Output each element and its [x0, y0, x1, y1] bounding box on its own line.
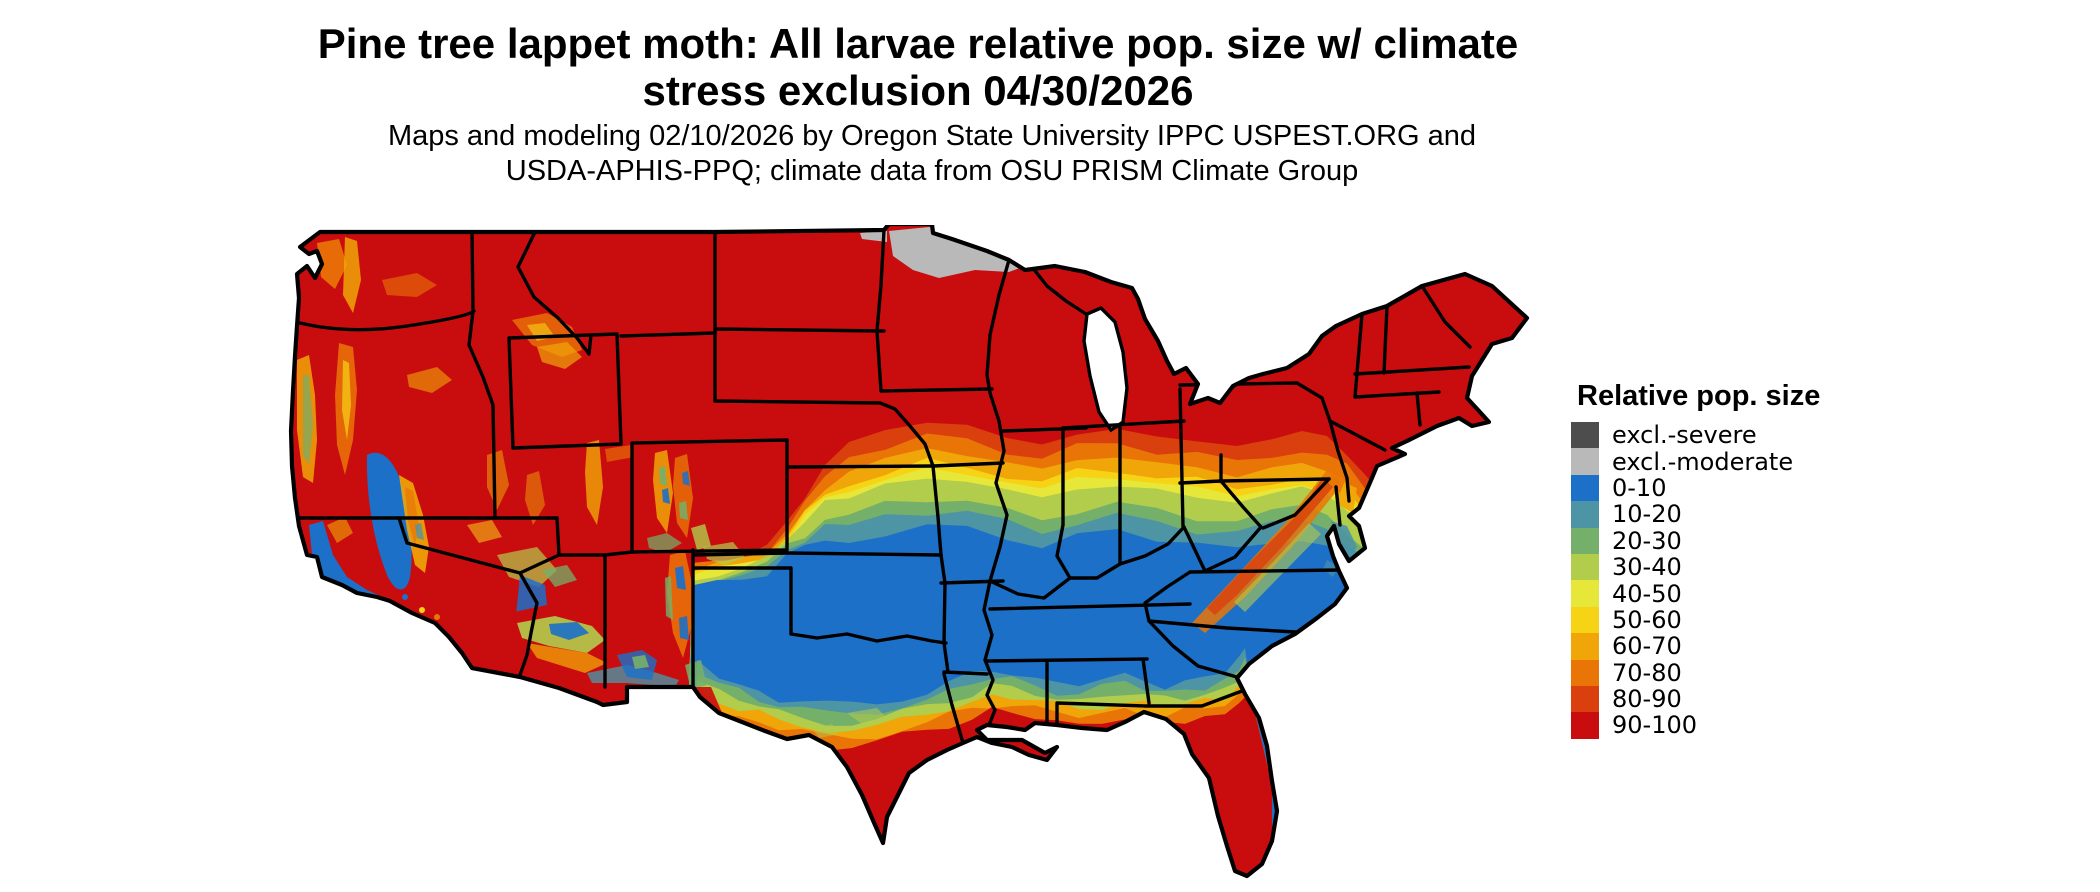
patch-nv-range2 — [525, 471, 545, 525]
patch-edwards-yg2 — [812, 724, 839, 738]
legend-swatch — [1571, 712, 1599, 739]
legend-item: 70-80 — [1571, 658, 1901, 687]
legend-item: 0-10 — [1571, 473, 1901, 502]
legend-swatch — [1571, 659, 1599, 686]
patch-puget-orange — [317, 239, 347, 289]
patch-or-cascades-yellow — [342, 360, 351, 440]
legend-swatch — [1571, 501, 1599, 528]
legend-label: 10-20 — [1612, 500, 1682, 529]
patch-nd-excl-moderate — [860, 231, 887, 242]
legend-item: excl.-moderate — [1571, 447, 1901, 476]
patch-sierra-teal — [415, 523, 424, 540]
map-legend: Relative pop. size excl.-severe excl.-mod… — [1571, 380, 1901, 739]
patch-or-coastrange-green — [303, 375, 313, 465]
legend-label: 80-90 — [1612, 685, 1682, 714]
title-line-2: stress exclusion 04/30/2026 — [642, 67, 1194, 114]
florida-keys-dot — [1212, 875, 1218, 876]
legend-label: 70-80 — [1612, 658, 1682, 687]
channel-island-dot — [402, 594, 408, 600]
patch-appalachian-red — [1207, 477, 1333, 615]
patch-co-green1 — [659, 466, 667, 486]
patch-blue-mountains — [407, 367, 452, 393]
patch-ne-wa-orange — [382, 273, 437, 297]
channel-island-dot — [419, 607, 425, 613]
legend-swatch — [1571, 422, 1599, 449]
lake-michigan — [1082, 305, 1129, 433]
legend-item: 20-30 — [1571, 526, 1901, 555]
patch-sierra-orange — [405, 487, 419, 545]
patch-co-blue2 — [682, 471, 690, 486]
patch-nm-spine-blue2 — [679, 616, 689, 640]
legend-item: 50-60 — [1571, 605, 1901, 634]
legend-label: 60-70 — [1612, 632, 1682, 661]
title-line-1: Pine tree lappet moth: All larvae relati… — [317, 20, 1519, 67]
subtitle-line-1: Maps and modeling 02/10/2026 by Oregon S… — [387, 120, 1477, 152]
patch-kaibab-green — [542, 565, 577, 587]
legend-title: Relative pop. size — [1577, 380, 1821, 412]
patch-mogollon-blue — [549, 622, 589, 640]
patch-san-juan-green — [647, 533, 682, 553]
patch-appalachian-yg — [1234, 523, 1321, 612]
legend-swatch — [1571, 685, 1599, 713]
patch-davis-mts-blue — [763, 741, 773, 750]
patch-wa-cascades-gold — [343, 237, 361, 313]
legend-item: 30-40 — [1571, 553, 1901, 582]
legend-item: excl.-severe — [1571, 421, 1901, 450]
patch-sacramento-mts — [685, 660, 707, 690]
patch-s-nevada-gold — [467, 520, 502, 543]
legend-label: 20-30 — [1612, 526, 1682, 555]
legend-swatch — [1571, 474, 1599, 502]
legend-swatch — [1571, 448, 1599, 475]
legend-rows: excl.-severe excl.-moderate 0-10 10-20 20-30… — [1571, 422, 1901, 739]
subtitle-line-2: USDA-APHIS-PPQ; climate data from OSU PR… — [505, 155, 1359, 187]
legend-item: 80-90 — [1571, 685, 1901, 714]
patch-nj-orange — [1329, 466, 1347, 493]
patch-davis-mts-green — [757, 736, 779, 756]
legend-label: 30-40 — [1612, 553, 1682, 582]
legend-item: 40-50 — [1571, 579, 1901, 608]
channel-island-dot — [434, 614, 440, 620]
state-borders — [291, 228, 1472, 745]
legend-swatch — [1571, 580, 1599, 607]
legend-item: 90-100 — [1571, 711, 1901, 740]
patch-central-valley-blue — [366, 452, 412, 590]
patch-klamath-gold — [327, 517, 353, 543]
legend-swatch — [1571, 527, 1599, 554]
legend-label: 40-50 — [1612, 579, 1682, 608]
patch-s-nevada-yg — [497, 547, 557, 587]
legend-item: 10-20 — [1571, 500, 1901, 529]
patch-nm-spine-blue1 — [675, 566, 686, 590]
legend-swatch — [1571, 633, 1599, 660]
legend-item: 60-70 — [1571, 632, 1901, 661]
legend-label: 90-100 — [1612, 711, 1698, 740]
legend-swatch — [1571, 553, 1599, 581]
page-subtitle: Maps and modeling 02/10/2026 by Oregon S… — [0, 119, 1864, 189]
page-title: Pine tree lappet moth: All larvae relati… — [0, 20, 1836, 114]
patch-co-green2 — [679, 501, 688, 520]
legend-label: excl.-severe — [1612, 421, 1757, 450]
patch-yellowstone-gold — [537, 342, 582, 369]
patch-co-blue1 — [662, 488, 670, 504]
legend-label: 50-60 — [1612, 605, 1682, 634]
legend-label: 0-10 — [1612, 473, 1667, 502]
map-svg — [287, 225, 1532, 885]
patch-co-south-yg — [691, 524, 711, 550]
legend-swatch — [1571, 606, 1599, 634]
patch-nm-spine-green — [665, 576, 673, 620]
patch-az-gold-fringe — [527, 643, 607, 673]
patch-s-nm-green — [632, 655, 649, 669]
patch-wasatch — [585, 440, 603, 525]
us-choropleth-map — [287, 225, 1532, 885]
patch-mn-excl-moderate — [889, 227, 1025, 278]
patch-edwards-yg1 — [847, 708, 887, 724]
florida-keys-dot — [1222, 874, 1228, 876]
patch-uinta — [605, 445, 634, 462]
legend-label: excl.-moderate — [1612, 447, 1794, 476]
